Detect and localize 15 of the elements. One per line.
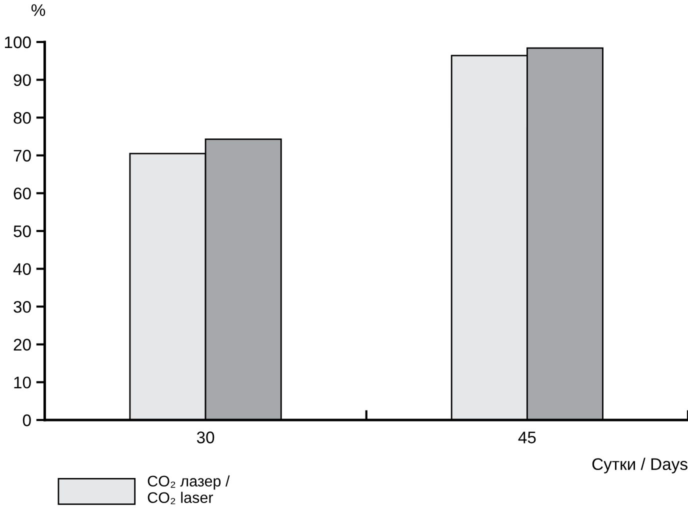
y-axis-title: % [31, 4, 46, 16]
y-tick-label: 100 [4, 36, 31, 48]
y-tick-label: 60 [14, 188, 31, 200]
legend-label: CO₂ лазер / CO₂ laser [148, 475, 230, 504]
y-tick-label: 10 [14, 376, 31, 388]
y-tick-label: 80 [14, 112, 31, 124]
y-tick-label: 30 [14, 301, 31, 313]
x-tick-label: 45 [518, 432, 536, 444]
y-tick-label: 50 [14, 225, 31, 238]
y-tick-label: 20 [14, 338, 31, 351]
x-axis-title: Сутки / Days [592, 458, 688, 474]
y-tick-label: 40 [13, 263, 31, 276]
y-tick-label: 70 [14, 150, 31, 162]
y-tick-label: 0 [22, 414, 31, 426]
y-tick-label: 90 [14, 74, 31, 86]
